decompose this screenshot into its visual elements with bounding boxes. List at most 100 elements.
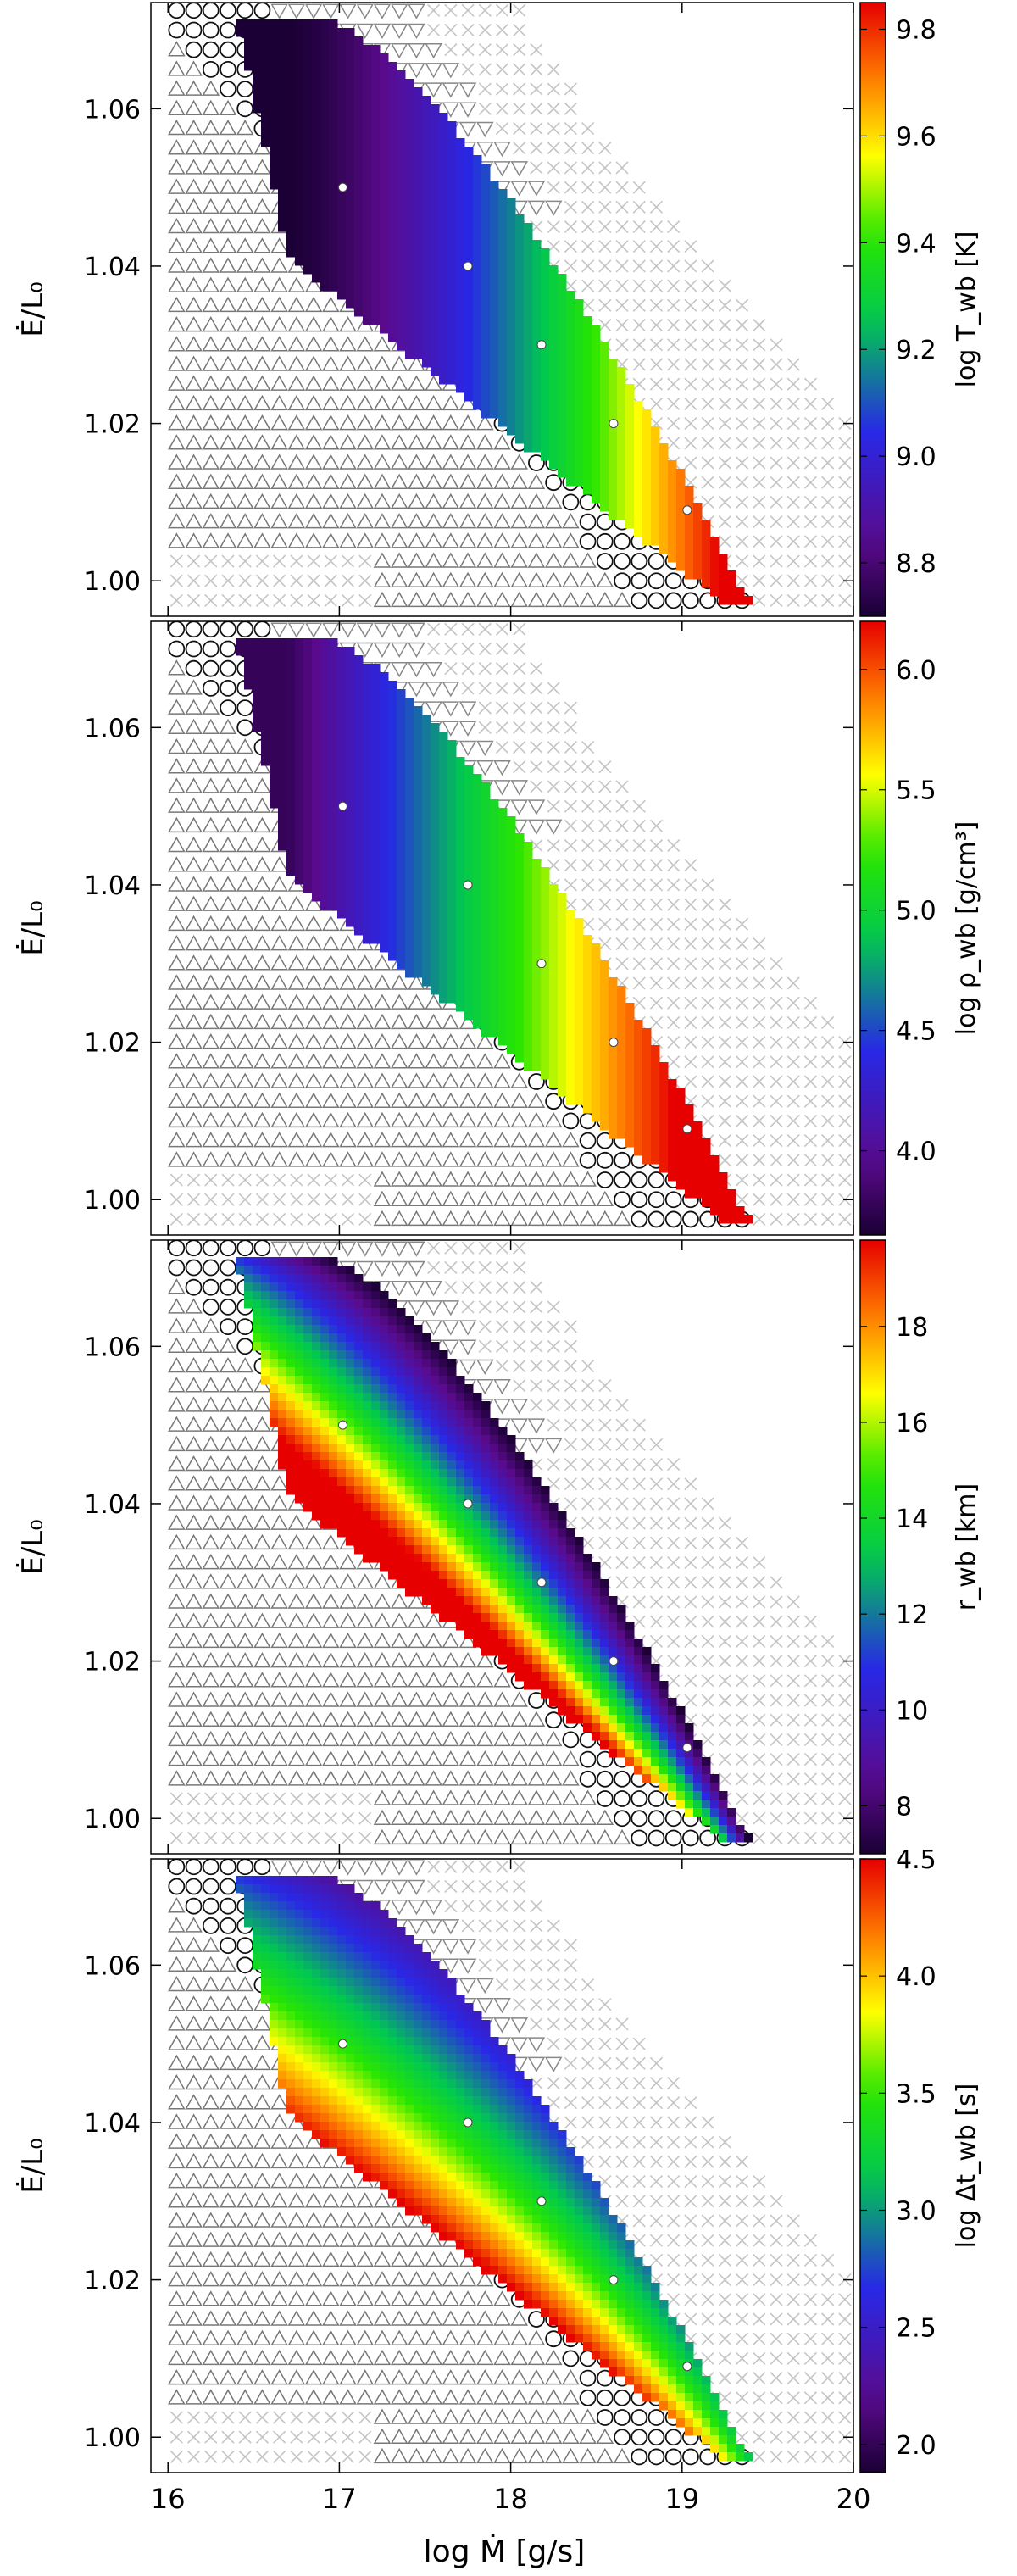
up-triangle-marker [236,1132,254,1148]
up-triangle-marker [425,1151,442,1167]
heat-cell [532,943,542,953]
heat-cell [295,189,304,198]
heat-cell [541,943,550,953]
circle-marker [220,679,236,697]
up-triangle-marker [202,1013,220,1030]
heat-cell [320,723,330,732]
up-triangle-marker [390,1171,408,1187]
heat-cell [312,138,321,147]
cross-marker [530,662,543,676]
cross-marker [581,142,595,155]
heat-cell [431,723,440,732]
up-triangle-marker [425,434,442,450]
up-triangle-marker [270,316,288,332]
heat-cell [447,121,457,131]
heat-cell [380,62,389,71]
heat-cell [388,901,397,910]
heat-cell [431,901,440,910]
cross-marker [667,240,681,253]
heat-cell [668,503,677,512]
heat-cell [286,689,296,698]
heat-cell [286,70,296,80]
up-triangle-marker [475,1053,494,1069]
heat-cell [617,1113,626,1122]
down-triangle-marker [408,682,425,698]
heat-cell [600,494,609,504]
heat-cell [583,1037,592,1046]
heat-cell [303,647,313,656]
heat-cell [278,799,287,809]
cross-marker [667,298,681,312]
heat-cell [439,282,448,292]
cross-marker [838,1173,852,1187]
cross-marker [736,1154,749,1167]
heat-cell [270,147,279,156]
heat-cell [388,943,397,953]
heat-cell [346,689,355,698]
heat-cell [549,943,559,953]
circle-marker [220,3,236,19]
heat-cell [261,28,270,37]
heat-cell [422,774,431,783]
cross-marker [786,476,800,489]
cross-marker [667,838,681,853]
cross-marker [615,161,629,175]
cross-marker [753,957,766,971]
heat-cell [583,1020,592,1029]
up-triangle-marker [304,336,323,352]
up-triangle-marker [202,1593,220,1609]
up-triangle-marker [219,532,237,548]
heat-cell [464,155,474,164]
heat-cell [329,901,338,910]
heat-cell [422,859,431,868]
circle-marker [220,1240,236,1257]
heat-cell [431,181,440,190]
heat-cell [575,409,584,419]
heat-cell [439,977,448,987]
cross-marker [564,838,577,853]
cross-marker [838,1134,852,1148]
heat-cell [566,325,575,334]
cross-marker [803,1154,818,1167]
heat-cell [592,350,601,359]
cross-marker [478,43,492,57]
heat-cell [600,1020,609,1029]
heat-cell [354,265,364,275]
up-triangle-marker [287,453,306,470]
heat-cell [651,443,660,453]
heat-cell [270,181,279,190]
heat-cell [278,53,287,63]
cross-marker [701,917,714,931]
heat-cell [329,672,338,682]
heat-cell [388,774,397,783]
cross-marker [838,593,852,608]
heat-cell [270,130,279,139]
heat-cell [515,418,525,427]
heat-cell [244,45,253,54]
heat-cell [532,350,542,359]
heat-cell [439,308,448,317]
colorbar-tick-label: 4.5 [896,1017,936,1047]
heat-cell [515,901,525,910]
heat-cell [371,689,381,698]
heat-cell [414,172,423,181]
heat-cell [388,850,397,860]
heat-cell [651,426,660,436]
up-triangle-marker [202,453,220,470]
up-triangle-marker [270,237,288,253]
cross-marker [513,3,526,17]
heat-cell [507,376,516,385]
cross-marker [358,593,372,608]
heat-cell [651,1113,660,1122]
heat-cell [371,155,381,164]
cross-marker [701,397,714,410]
heat-cell [397,698,406,707]
cross-marker [701,318,714,332]
up-triangle-marker [185,915,203,932]
up-triangle-marker [168,41,186,57]
cross-marker [547,63,560,76]
heat-cell [515,376,525,385]
heat-cell [600,486,609,495]
up-triangle-marker [442,1092,460,1108]
heat-cell [625,1062,635,1071]
